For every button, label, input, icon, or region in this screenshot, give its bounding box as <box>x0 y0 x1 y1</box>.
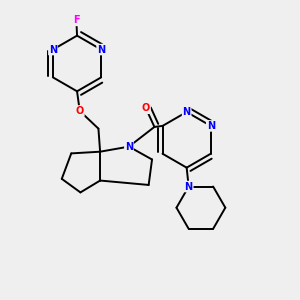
Text: N: N <box>125 142 133 152</box>
Text: N: N <box>207 121 215 131</box>
Text: O: O <box>76 106 84 116</box>
Text: N: N <box>97 45 105 55</box>
Text: F: F <box>73 15 80 26</box>
Text: N: N <box>183 107 191 117</box>
Text: N: N <box>49 45 57 55</box>
Text: O: O <box>142 103 150 113</box>
Text: N: N <box>184 182 193 191</box>
